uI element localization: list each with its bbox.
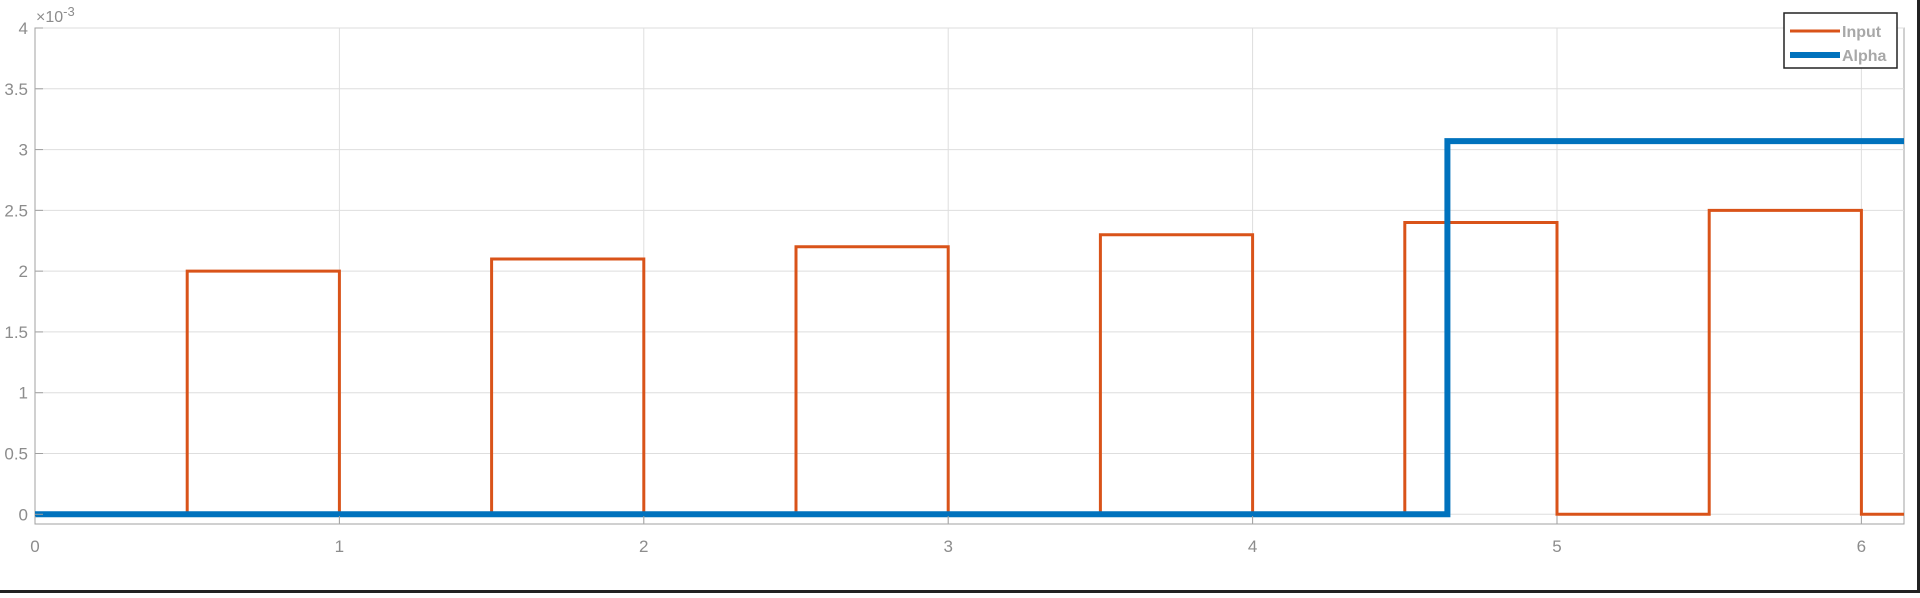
x-tick-label: 5 — [1552, 537, 1561, 556]
legend: Input Alpha — [1783, 12, 1898, 69]
y-tick-label: 2 — [19, 262, 28, 281]
y-exponent-base: ×10 — [36, 9, 63, 26]
y-tick-label: 1.5 — [4, 323, 28, 342]
y-tick-label: 3.5 — [4, 80, 28, 99]
y-tick-label: 4 — [19, 19, 28, 38]
x-tick-label: 2 — [639, 537, 648, 556]
x-tick-label: 3 — [943, 537, 952, 556]
y-exponent-power: -3 — [63, 4, 75, 19]
x-tick-label: 4 — [1248, 537, 1257, 556]
y-tick-label: 1 — [19, 384, 28, 403]
grid-lines — [35, 27, 1904, 524]
y-tick-label: 0 — [19, 505, 28, 524]
x-tick-label: 1 — [335, 537, 344, 556]
window-right-edge — [1917, 0, 1920, 593]
series-alpha-line — [35, 138, 1904, 518]
y-tick-label: 0.5 — [4, 444, 28, 463]
y-exponent-label: ×10-3 — [36, 4, 75, 26]
y-tick-label: 2.5 — [4, 201, 28, 220]
x-axis-ticks: 0 1 2 3 4 5 6 — [30, 516, 1866, 556]
window-bottom-edge — [0, 590, 1920, 593]
x-tick-label: 6 — [1857, 537, 1866, 556]
legend-box — [1783, 12, 1898, 69]
series-layer — [35, 138, 1904, 518]
legend-label-alpha: Alpha — [1842, 48, 1887, 65]
plot-area — [34, 27, 1905, 525]
legend-label-input: Input — [1842, 24, 1882, 41]
x-tick-label: 0 — [30, 537, 39, 556]
y-tick-label: 3 — [19, 141, 28, 160]
y-axis-ticks: 0 0.5 1 1.5 2 2.5 3 3.5 4 — [4, 19, 43, 524]
